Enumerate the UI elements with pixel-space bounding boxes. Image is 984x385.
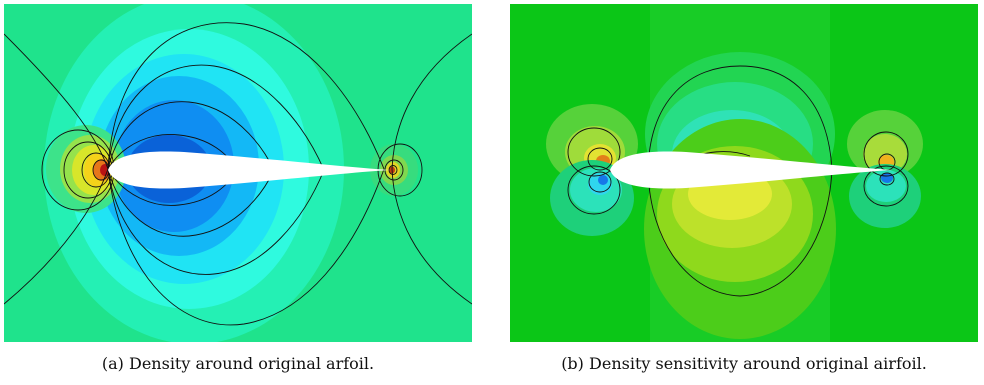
caption-a-text: Density around original arfoil.: [129, 354, 375, 373]
caption-b-label: (b): [561, 354, 584, 373]
caption-a: (a) Density around original arfoil.: [4, 354, 472, 373]
caption-a-label: (a): [101, 354, 124, 373]
caption-b-text: Density sensitivity around original airf…: [589, 354, 927, 373]
density-sensitivity-contour-plot: [510, 4, 978, 342]
airfoil-shape: [610, 151, 892, 189]
caption-b: (b) Density sensitivity around original …: [506, 354, 982, 373]
density-contour-plot: [4, 4, 472, 342]
airfoil-shape: [108, 151, 390, 189]
